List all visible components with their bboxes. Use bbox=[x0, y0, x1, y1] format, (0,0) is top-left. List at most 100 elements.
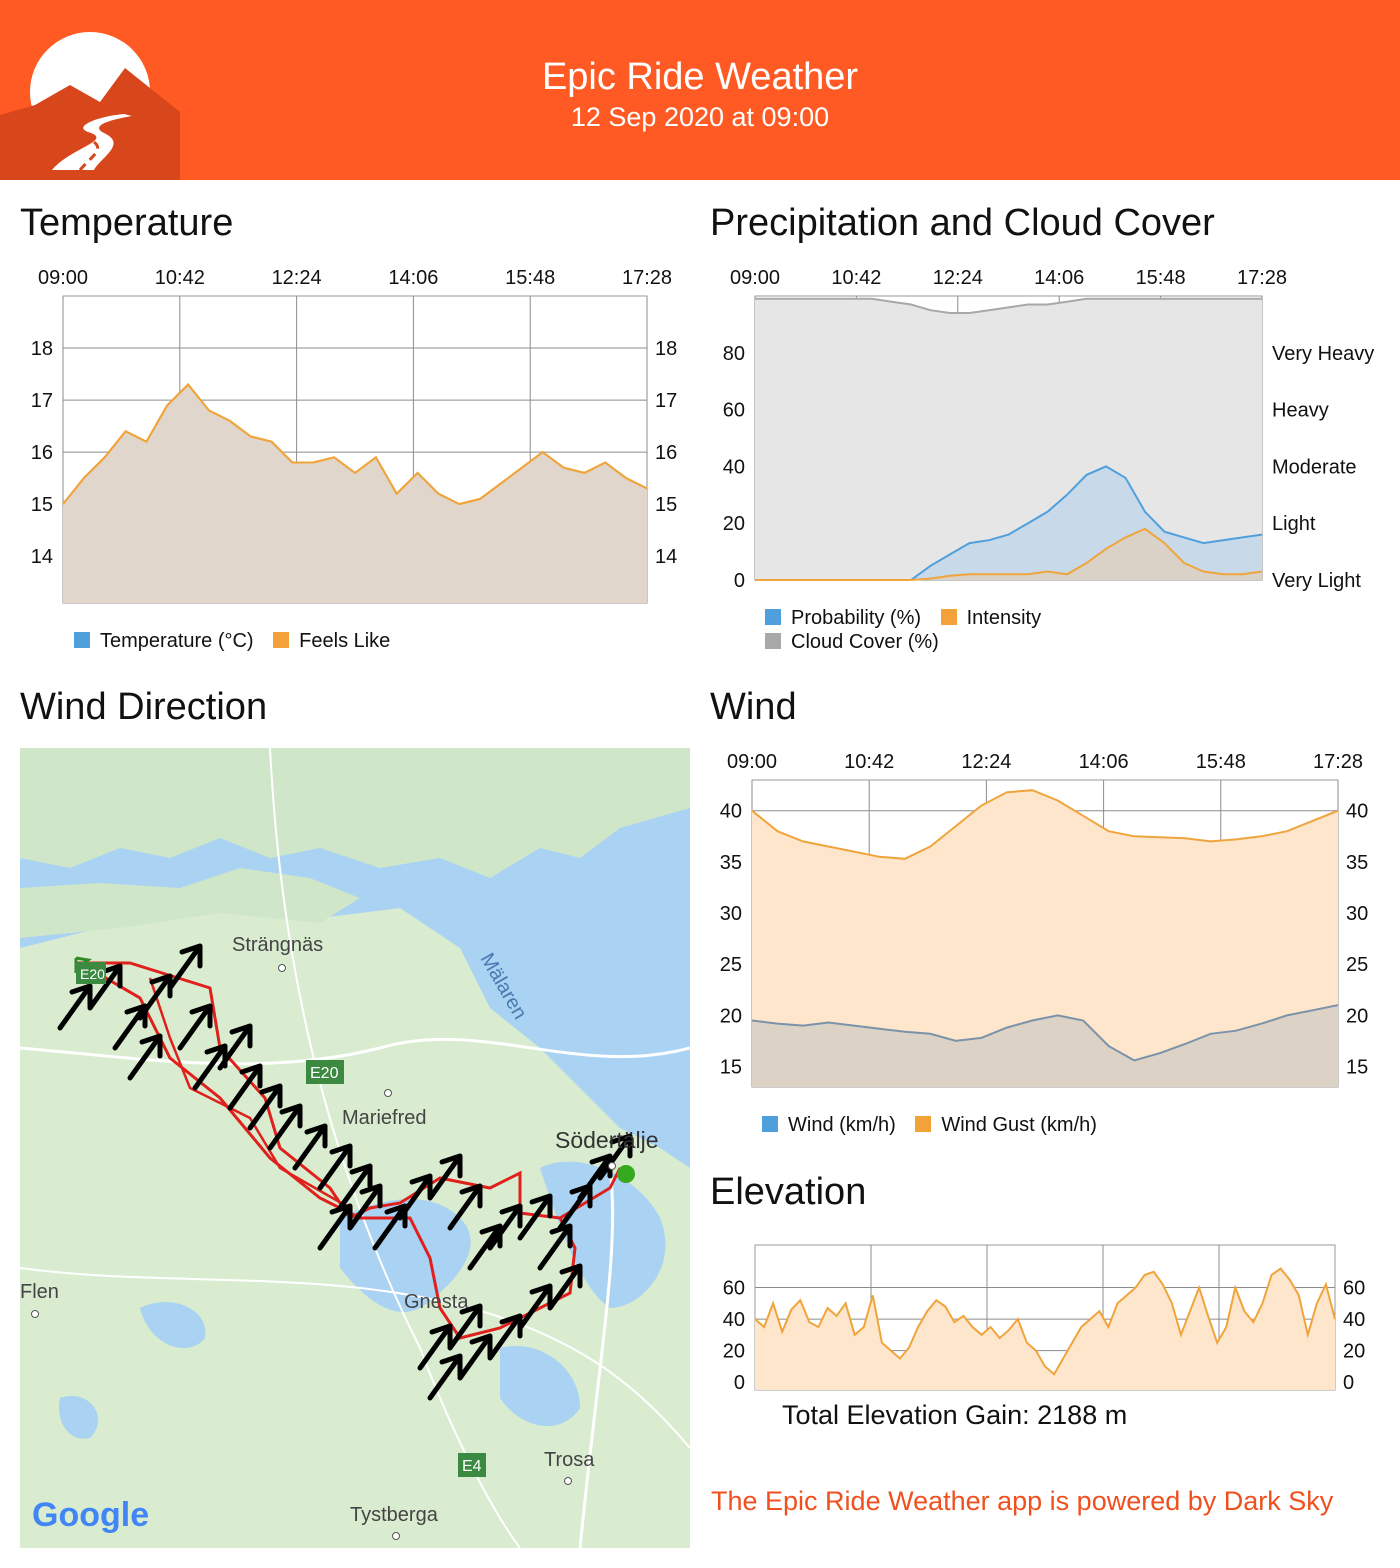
series-area bbox=[752, 790, 1338, 1087]
wind-chart: 09:00 10:42 12:24 14:06 15:48 17:28 15 15 20 20 25… bbox=[720, 751, 1368, 1088]
map-lake-southwest bbox=[140, 1302, 206, 1348]
legend-item-feels-like: Feels Like bbox=[273, 630, 390, 653]
x-tick-label: 14:06 bbox=[1079, 751, 1129, 773]
legend-item-wind-gust: Wind Gust (km/h) bbox=[915, 1114, 1097, 1137]
intensity-scale-label: Light bbox=[1272, 513, 1316, 535]
x-tick-label: 15:48 bbox=[1196, 751, 1246, 773]
svg-text:Tystberga: Tystberga bbox=[350, 1504, 439, 1526]
map-lake-east bbox=[540, 1161, 666, 1308]
svg-text:E20: E20 bbox=[80, 966, 105, 982]
x-tick-label: 17:28 bbox=[1313, 751, 1363, 773]
svg-text:Flen: Flen bbox=[20, 1281, 59, 1303]
wind-arrow-icon bbox=[547, 1263, 583, 1311]
intensity-scale-label: Very Light bbox=[1272, 570, 1361, 592]
x-tick-label: 09:00 bbox=[727, 751, 777, 773]
intensity-scale-label: Very Heavy bbox=[1272, 343, 1374, 365]
forecast-date: 12 Sep 2020 at 09:00 bbox=[570, 102, 830, 132]
y-tick-label-right: 14 bbox=[655, 546, 677, 568]
map-label-tystberga: Tystberga bbox=[350, 1504, 439, 1540]
legend-item-wind: Wind (km/h) bbox=[762, 1114, 896, 1137]
y-tick-label: 0 bbox=[734, 570, 745, 592]
route-map[interactable]: Strängnäs Mälaren E20 Mariefred Södertäl… bbox=[20, 748, 690, 1548]
map-label-flen: Flen bbox=[20, 1281, 59, 1318]
intensity-scale-label: Moderate bbox=[1272, 456, 1357, 478]
y-tick-label-right: 17 bbox=[655, 390, 677, 412]
powered-by-dark-sky-link[interactable]: The Epic Ride Weather app is powered by … bbox=[711, 1486, 1334, 1516]
map-label-mariefred: Mariefred bbox=[342, 1089, 426, 1129]
x-tick-label: 14:06 bbox=[1034, 267, 1084, 289]
x-tick-label: 09:00 bbox=[38, 267, 88, 289]
y-tick-label-right: 15 bbox=[655, 494, 677, 516]
wind-arrow-icon bbox=[292, 1123, 328, 1171]
route-finish-marker[interactable] bbox=[617, 1165, 635, 1183]
x-tick-label: 10:42 bbox=[155, 267, 205, 289]
y-tick-label-right: 40 bbox=[1343, 1309, 1365, 1331]
wind-arrow-icon bbox=[447, 1183, 483, 1231]
y-tick-label-right: 30 bbox=[1346, 903, 1368, 925]
wind-direction-title: Wind Direction bbox=[20, 686, 268, 728]
series-line bbox=[755, 527, 1263, 581]
app-header: Epic Ride Weather 12 Sep 2020 at 09:00 bbox=[0, 0, 1400, 180]
wind-arrow-icon bbox=[127, 1033, 163, 1081]
x-tick-label: 15:48 bbox=[505, 267, 555, 289]
svg-text:Södertälje: Södertälje bbox=[555, 1127, 659, 1153]
temperature-chart: 09:00 10:42 12:24 14:06 15:48 17:28 14 14 15 15 16… bbox=[31, 267, 677, 604]
series-area bbox=[63, 384, 647, 603]
app-title: Epic Ride Weather bbox=[541, 56, 859, 98]
wind-arrow-icon bbox=[487, 1313, 523, 1361]
wind-arrow-icon bbox=[247, 1083, 283, 1131]
total-elevation-gain: Total Elevation Gain: 2188 m bbox=[782, 1400, 1128, 1430]
series-area bbox=[755, 528, 1262, 580]
wind-arrow-icon bbox=[487, 1203, 523, 1251]
map-lake-south bbox=[500, 1346, 580, 1427]
y-tick-label: 16 bbox=[31, 442, 53, 464]
svg-text:Trosa: Trosa bbox=[544, 1449, 595, 1471]
y-tick-label: 40 bbox=[723, 1309, 745, 1331]
google-logo: Google bbox=[32, 1496, 149, 1534]
wind-title: Wind bbox=[710, 686, 797, 728]
wind-arrow-icon bbox=[517, 1193, 553, 1241]
map-road-badge-e4: E4 bbox=[458, 1453, 486, 1477]
map-label-trosa: Trosa bbox=[544, 1449, 595, 1485]
x-tick-label: 15:48 bbox=[1136, 267, 1186, 289]
wind-arrow-icon bbox=[397, 1173, 433, 1221]
series-line bbox=[754, 1267, 1336, 1376]
wind-arrow-icon bbox=[427, 1353, 463, 1401]
map-lake-lower bbox=[340, 1199, 471, 1313]
map-road-badge-e20-west: E20 bbox=[76, 962, 106, 984]
y-tick-label: 15 bbox=[720, 1057, 742, 1079]
temperature-legend: Temperature (°C) Feels Like bbox=[74, 630, 404, 653]
map-road-badge-e20: E20 bbox=[306, 1060, 344, 1084]
route-line bbox=[148, 977, 351, 1210]
y-tick-label-right: 16 bbox=[655, 442, 677, 464]
map-roads bbox=[578, 1167, 615, 1548]
wind-arrow-icon bbox=[267, 1103, 303, 1151]
temperature-title: Temperature bbox=[20, 202, 234, 244]
y-tick-label: 20 bbox=[723, 1341, 745, 1363]
y-tick-label: 40 bbox=[723, 456, 745, 478]
wind-arrows-layer bbox=[57, 943, 633, 1401]
x-tick-label: 17:28 bbox=[1237, 267, 1287, 289]
wind-legend: Wind (km/h) Wind Gust (km/h) bbox=[762, 1114, 1111, 1137]
svg-text:E20: E20 bbox=[310, 1065, 339, 1082]
y-tick-label-right: 60 bbox=[1343, 1278, 1365, 1300]
svg-text:Mariefred: Mariefred bbox=[342, 1107, 426, 1129]
legend-item-cloud-cover: Cloud Cover (%) bbox=[765, 630, 939, 654]
wind-arrow-icon bbox=[57, 983, 93, 1031]
elevation-chart: 0 0 20 20 40 40 60 60 bbox=[723, 1244, 1365, 1394]
y-tick-label-right: 18 bbox=[655, 338, 677, 360]
y-tick-label: 15 bbox=[31, 494, 53, 516]
y-tick-label: 40 bbox=[720, 801, 742, 823]
precipitation-title: Precipitation and Cloud Cover bbox=[710, 202, 1215, 244]
wind-arrow-icon bbox=[317, 1203, 353, 1251]
x-tick-label: 17:28 bbox=[622, 267, 672, 289]
y-tick-label-right: 35 bbox=[1346, 852, 1368, 874]
y-tick-label: 35 bbox=[720, 852, 742, 874]
mountain-road-logo-icon bbox=[0, 30, 180, 180]
x-tick-label: 12:24 bbox=[961, 751, 1011, 773]
x-tick-label: 10:42 bbox=[831, 267, 881, 289]
map-land-middle bbox=[20, 868, 360, 938]
y-tick-label: 60 bbox=[723, 1278, 745, 1300]
y-tick-label-right: 15 bbox=[1346, 1057, 1368, 1079]
series-area bbox=[752, 1005, 1338, 1087]
